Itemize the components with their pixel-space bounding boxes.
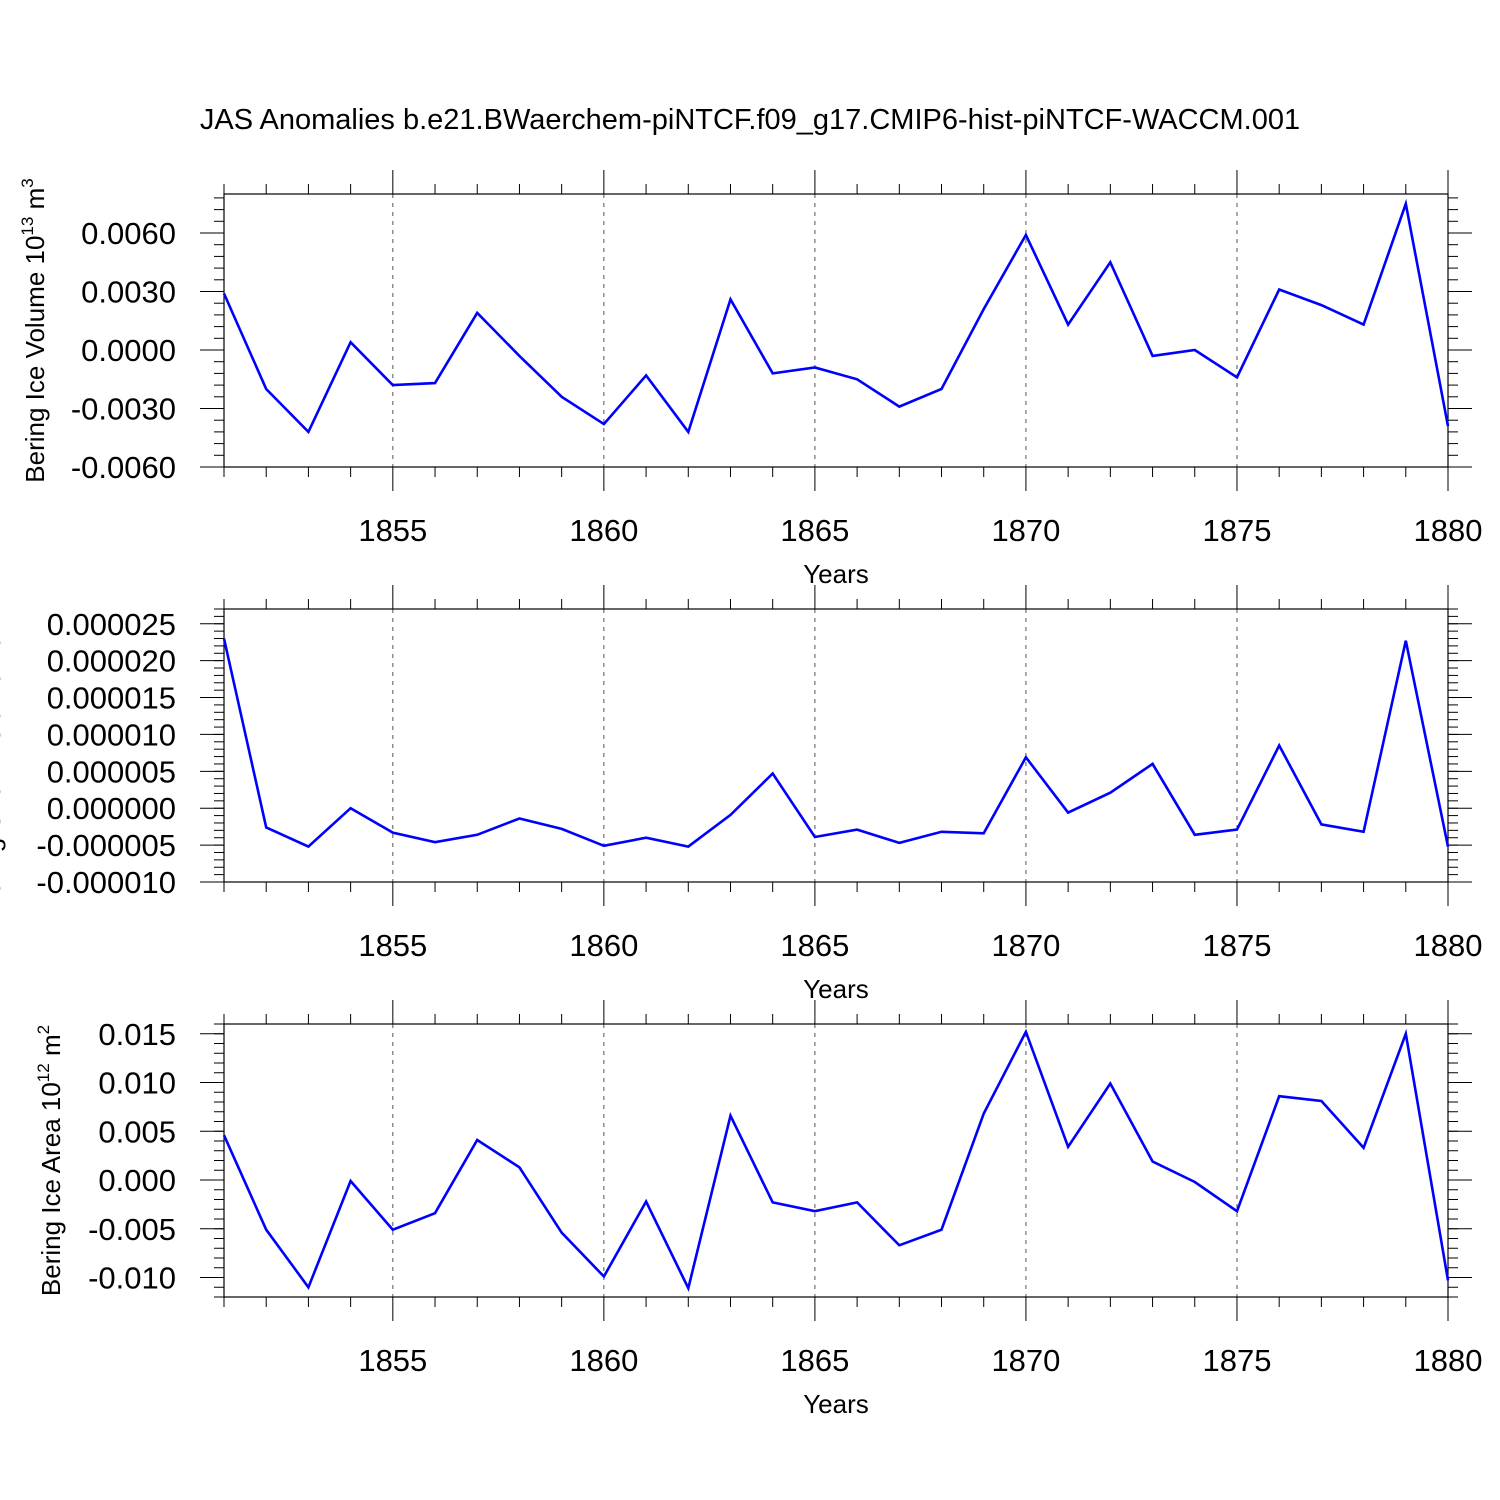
y-axis-label-unit: m [20,188,50,217]
y-axis-label: Bering Ice Volume 1013 m3 [18,178,50,482]
x-tick-label: 1870 [991,513,1060,548]
chart-panel-2: 1855 1860 1865 1870 1875 1880 0.0000250.000020… [0,578,1483,1004]
plot-frame [223,193,1449,468]
y-tick-label: 0.0060 [81,216,176,251]
x-tick-label: 1865 [780,513,849,548]
x-tick-label: 1855 [358,928,427,963]
series-line [222,1028,1450,1293]
y-axis-label: Bering Snow Volume 1013 m3 [0,578,6,913]
y-axis-label-unit: m [0,588,6,617]
x-axis-label: Years [803,974,869,1004]
x-tick-label: 1875 [1202,928,1271,963]
x-tick-label: 1880 [1414,928,1483,963]
y-axis-label-text: Bering Ice Volume 10 [20,236,50,483]
y-tick-label: 0.000020 [47,644,176,679]
x-axis-label: Years [803,1389,869,1419]
y-tick-label: -0.005 [88,1212,176,1247]
x-tick-label: 1865 [780,928,849,963]
chart-panel-3: 1855 1860 1865 1870 1875 1880 0.015 0.010 0.005 0… [34,1000,1482,1419]
x-tick-label: 1875 [1202,1343,1271,1378]
y-tick-label: -0.0060 [71,450,176,485]
series-line [222,638,1450,849]
y-tick-label: 0.015 [98,1017,176,1052]
y-axis-label-exponent: 13 [18,217,37,236]
x-tick-label: 1865 [780,1343,849,1378]
y-tick-label: 0.000005 [47,754,176,789]
y-tick-label: -0.010 [88,1261,176,1296]
y-axis-label-unit-exponent: 2 [34,1025,53,1034]
x-tick-label: 1870 [991,928,1060,963]
y-tick-label: 0.0000 [81,333,176,368]
page-title: JAS Anomalies b.e21.BWaerchem-piNTCF.f09… [199,104,1301,136]
x-tick-label: 1880 [1414,1343,1483,1378]
x-tick-label: 1880 [1414,513,1483,548]
x-tick-label: 1860 [569,1343,638,1378]
y-axis-label-text: Bering Snow Volume 10 [0,635,6,913]
y-tick-label: -0.000005 [36,828,176,863]
y-tick-label: 0.000025 [47,607,176,642]
x-tick-label: 1860 [569,928,638,963]
y-axis-label-unit-exponent: 3 [18,178,37,187]
y-tick-label: 0.000015 [47,681,176,716]
y-tick-label: 0.000010 [47,717,176,752]
y-axis-label: Bering Ice Area 1012 m2 [34,1025,66,1296]
series-line [222,198,1450,435]
y-tick-label: 0.000 [98,1163,176,1198]
y-axis-label-text: Bering Ice Area 10 [36,1082,66,1296]
y-axis-label-unit: m [36,1034,66,1063]
y-tick-label: -0.0030 [71,392,176,427]
x-axis-label: Years [803,559,869,589]
plot-frame [223,1023,1449,1298]
x-tick-label: 1855 [358,1343,427,1378]
y-tick-label: 0.010 [98,1066,176,1101]
y-tick-label: 0.0030 [81,275,176,310]
y-tick-label: 0.005 [98,1114,176,1149]
y-tick-label: 0.000000 [47,791,176,826]
chart-panel-1: 1855 1860 1865 1870 1875 1880 0.0060 0.0030 0.00… [18,170,1482,589]
plot-frame [223,608,1449,883]
y-tick-label: -0.000010 [36,865,176,900]
y-axis-label-exponent: 12 [34,1063,53,1082]
x-tick-label: 1860 [569,513,638,548]
x-tick-label: 1855 [358,513,427,548]
x-tick-label: 1870 [991,1343,1060,1378]
x-tick-label: 1875 [1202,513,1271,548]
